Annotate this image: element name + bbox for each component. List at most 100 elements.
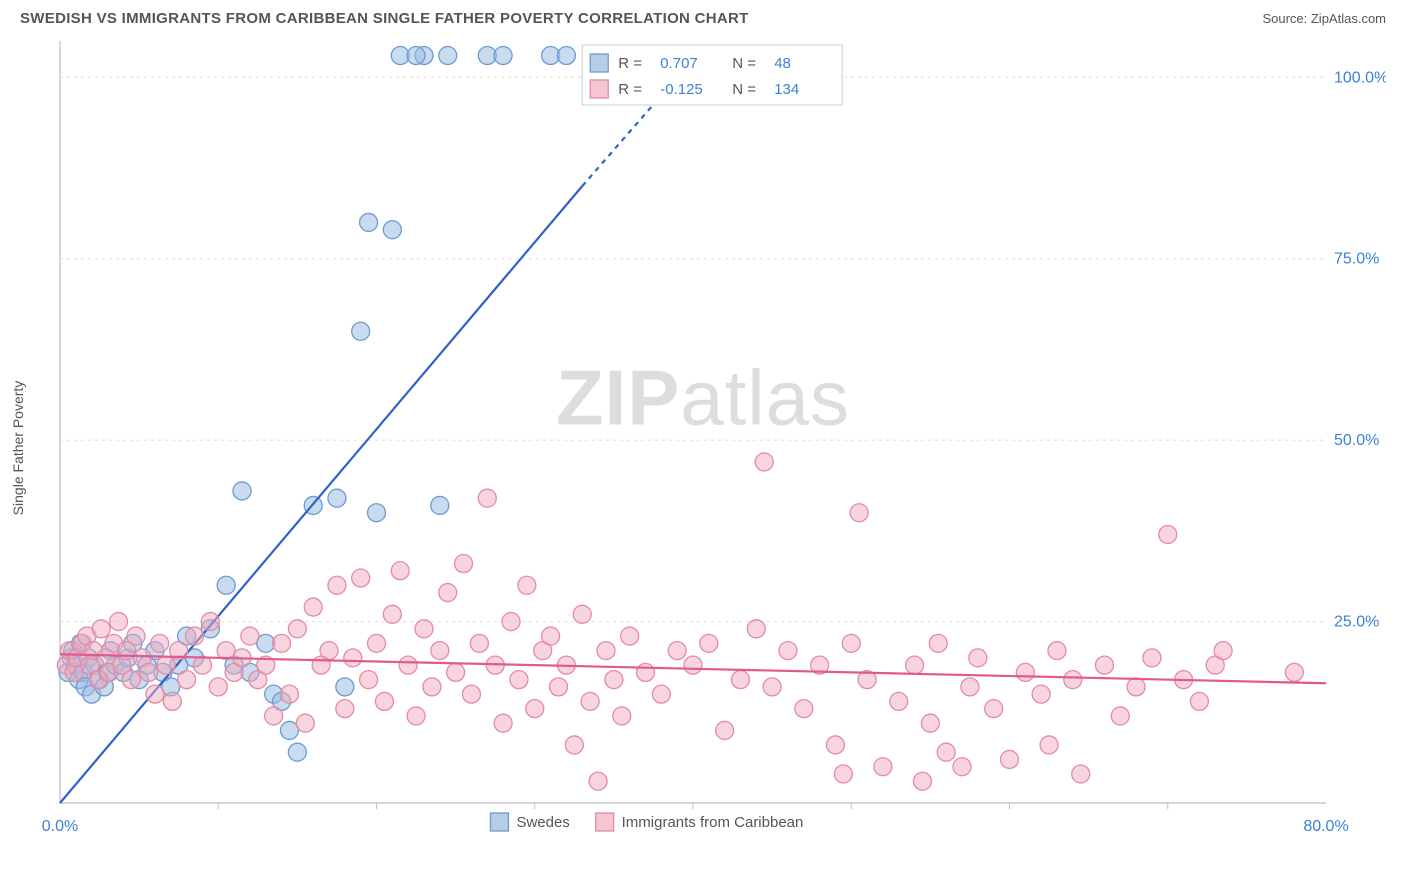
data-point bbox=[1285, 663, 1303, 681]
data-point bbox=[383, 605, 401, 623]
data-point bbox=[581, 692, 599, 710]
data-point bbox=[344, 649, 362, 667]
data-point bbox=[795, 700, 813, 718]
data-point bbox=[455, 555, 473, 573]
data-point bbox=[157, 656, 175, 674]
data-point bbox=[478, 489, 496, 507]
data-point bbox=[842, 634, 860, 652]
data-point bbox=[985, 700, 1003, 718]
data-point bbox=[375, 692, 393, 710]
data-point bbox=[589, 772, 607, 790]
data-point bbox=[399, 656, 417, 674]
data-point bbox=[961, 678, 979, 696]
y-tick-label: 50.0% bbox=[1334, 432, 1379, 449]
data-point bbox=[273, 634, 291, 652]
legend-n-label: N = bbox=[732, 55, 756, 72]
data-point bbox=[280, 685, 298, 703]
data-point bbox=[510, 671, 528, 689]
chart-container: Single Father Poverty ZIPatlas 25.0%50.0… bbox=[20, 33, 1386, 863]
data-point bbox=[110, 613, 128, 631]
data-point bbox=[1190, 692, 1208, 710]
data-point bbox=[383, 221, 401, 239]
data-point bbox=[288, 743, 306, 761]
data-point bbox=[146, 685, 164, 703]
data-point bbox=[407, 47, 425, 65]
data-point bbox=[557, 47, 575, 65]
legend-swatch bbox=[596, 813, 614, 831]
data-point bbox=[684, 656, 702, 674]
legend-r-value: 0.707 bbox=[660, 55, 698, 72]
legend-n-label: N = bbox=[732, 81, 756, 98]
legend-r-label: R = bbox=[618, 81, 642, 98]
data-point bbox=[1064, 671, 1082, 689]
data-point bbox=[1048, 642, 1066, 660]
data-point bbox=[921, 714, 939, 732]
data-point bbox=[834, 765, 852, 783]
data-point bbox=[890, 692, 908, 710]
data-point bbox=[439, 584, 457, 602]
data-point bbox=[502, 613, 520, 631]
data-point bbox=[621, 627, 639, 645]
data-point bbox=[913, 772, 931, 790]
data-point bbox=[937, 743, 955, 761]
data-point bbox=[360, 671, 378, 689]
data-point bbox=[494, 47, 512, 65]
legend-swatch bbox=[590, 80, 608, 98]
data-point bbox=[328, 489, 346, 507]
data-point bbox=[328, 576, 346, 594]
data-point bbox=[360, 213, 378, 231]
legend-label: Immigrants from Caribbean bbox=[622, 814, 804, 831]
data-point bbox=[1072, 765, 1090, 783]
data-point bbox=[352, 569, 370, 587]
data-point bbox=[747, 620, 765, 638]
legend-swatch bbox=[490, 813, 508, 831]
data-point bbox=[462, 685, 480, 703]
data-point bbox=[969, 649, 987, 667]
data-point bbox=[929, 634, 947, 652]
data-point bbox=[368, 634, 386, 652]
y-tick-label: 100.0% bbox=[1334, 69, 1386, 86]
data-point bbox=[953, 758, 971, 776]
data-point bbox=[407, 707, 425, 725]
data-point bbox=[1032, 685, 1050, 703]
data-point bbox=[265, 707, 283, 725]
legend-r-value: -0.125 bbox=[660, 81, 703, 98]
y-axis-label: Single Father Poverty bbox=[10, 381, 26, 516]
data-point bbox=[201, 613, 219, 631]
y-tick-label: 75.0% bbox=[1334, 251, 1379, 268]
data-point bbox=[447, 663, 465, 681]
x-tick-label: 80.0% bbox=[1303, 818, 1348, 835]
data-point bbox=[494, 714, 512, 732]
data-point bbox=[1095, 656, 1113, 674]
data-point bbox=[1214, 642, 1232, 660]
data-point bbox=[296, 714, 314, 732]
data-point bbox=[122, 671, 140, 689]
data-point bbox=[127, 627, 145, 645]
data-point bbox=[549, 678, 567, 696]
data-point bbox=[779, 642, 797, 660]
source-label: Source: ZipAtlas.com bbox=[1262, 11, 1386, 26]
data-point bbox=[716, 721, 734, 739]
data-point bbox=[233, 482, 251, 500]
data-point bbox=[1040, 736, 1058, 754]
data-point bbox=[755, 453, 773, 471]
data-point bbox=[906, 656, 924, 674]
data-point bbox=[1001, 750, 1019, 768]
data-point bbox=[731, 671, 749, 689]
correlation-legend: R =0.707N =48R =-0.125N =134 bbox=[582, 45, 842, 105]
data-point bbox=[668, 642, 686, 660]
data-point bbox=[217, 576, 235, 594]
data-point bbox=[826, 736, 844, 754]
data-point bbox=[573, 605, 591, 623]
series-legend: SwedesImmigrants from Caribbean bbox=[490, 813, 803, 831]
page-title: SWEDISH VS IMMIGRANTS FROM CARIBBEAN SIN… bbox=[20, 10, 749, 27]
data-point bbox=[763, 678, 781, 696]
data-point bbox=[1159, 525, 1177, 543]
legend-n-value: 134 bbox=[774, 81, 799, 98]
data-point bbox=[186, 627, 204, 645]
data-point bbox=[92, 620, 110, 638]
trend-line bbox=[60, 186, 582, 803]
data-point bbox=[470, 634, 488, 652]
data-point bbox=[151, 634, 169, 652]
data-point bbox=[518, 576, 536, 594]
